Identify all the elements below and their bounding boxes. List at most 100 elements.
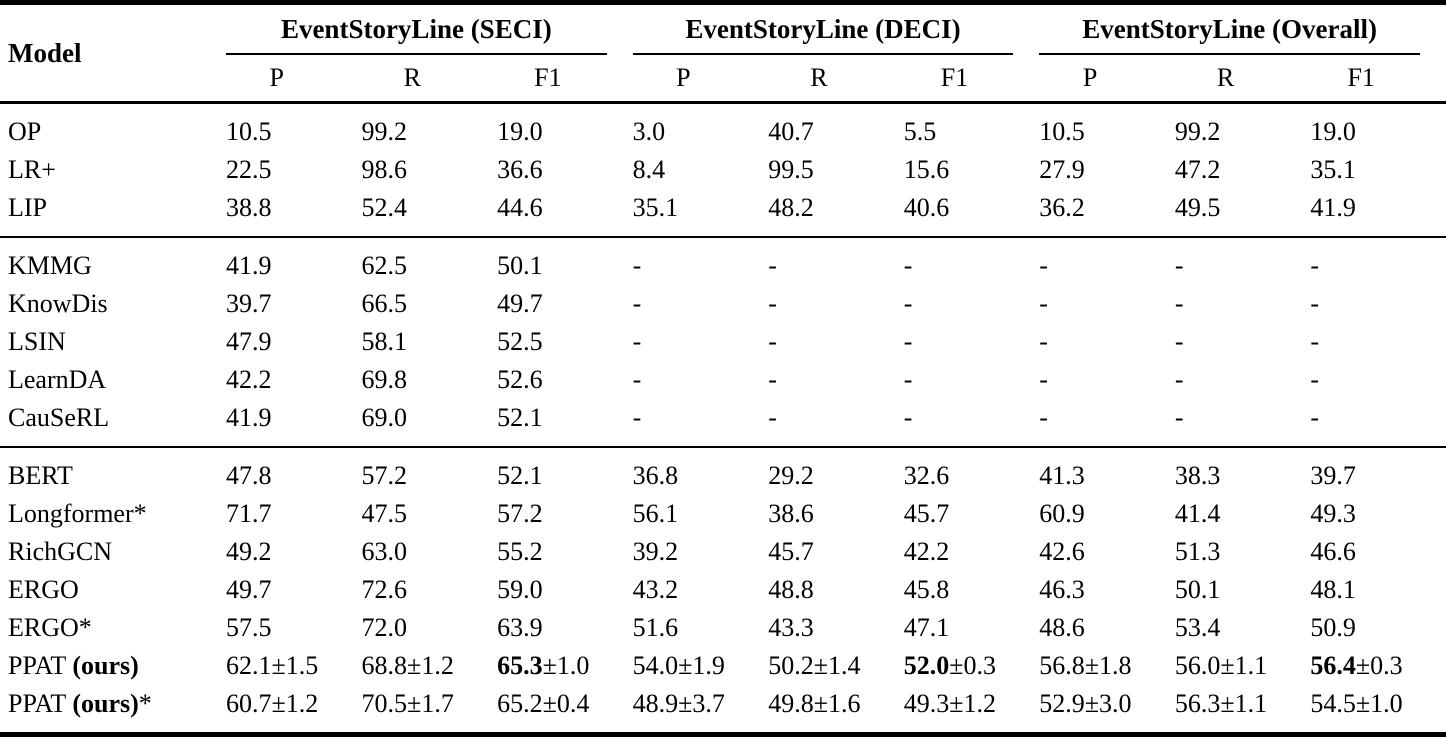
model-name-cell: ERGO* — [8, 613, 92, 642]
table-row: ERGO* 57.5 72.0 63.9 51.6 43.3 47.1 48.6 53.4 50.… — [0, 609, 1446, 647]
value-cell: 42.2 — [903, 537, 950, 566]
value-cell: 42.6 — [1039, 537, 1085, 566]
group-header-deci: EventStoryLine (DECI) — [632, 3, 1040, 55]
value-cell: 50.1 — [497, 251, 543, 280]
value-cell: 41.9 — [226, 403, 272, 432]
model-name-cell: KMMG — [8, 251, 92, 280]
value-cell: 47.2 — [1174, 155, 1221, 184]
model-name-cell: KnowDis — [8, 289, 108, 318]
section-baselines: OP 10.5 99.2 19.0 3.0 40.7 5.5 10.5 99.2 19.0 LR+ 2… — [0, 102, 1446, 238]
value-cell: 47.9 — [226, 327, 272, 356]
value-cell: 51.3 — [1174, 537, 1221, 566]
value-cell: 36.2 — [1039, 193, 1085, 222]
value-cell: 54.0±1.9 — [632, 651, 725, 680]
value-cell: - — [632, 251, 642, 280]
table-header: Model EventStoryLine (SECI) EventStoryLi… — [0, 3, 1446, 103]
value-cell: 36.8 — [632, 461, 679, 490]
group-header-row: Model EventStoryLine (SECI) EventStoryLi… — [0, 3, 1446, 68]
value-cell: 35.1 — [1310, 155, 1356, 184]
value-cell: 44.6 — [497, 193, 543, 222]
value-cell: 35.1 — [632, 193, 679, 222]
value-cell: - — [1039, 327, 1048, 356]
table-row: RichGCN 49.2 63.0 55.2 39.2 45.7 42.2 42.6 51.3 4… — [0, 533, 1446, 571]
value-cell: 56.1 — [632, 499, 679, 528]
deci-r-header: R — [810, 63, 828, 92]
value-cell: 49.3±1.2 — [903, 689, 997, 718]
overall-r-header: R — [1216, 63, 1235, 92]
metric-header-row: P R F1 P R F1 P R F1 — [0, 55, 1446, 103]
section-neural-models: BERT 47.8 57.2 52.1 36.8 29.2 32.6 41.3 38.3 39.7… — [0, 447, 1446, 735]
value-cell: - — [1174, 365, 1184, 394]
value-cell: 48.9±3.7 — [632, 689, 725, 718]
value-cell: 48.1 — [1310, 575, 1356, 604]
value-cell: 49.7 — [497, 289, 543, 318]
value-cell: 49.2 — [226, 537, 272, 566]
value-cell: 10.5 — [226, 117, 272, 146]
value-cell: 72.6 — [361, 575, 408, 604]
value-cell: 57.2 — [361, 461, 408, 490]
value-cell: 8.4 — [632, 155, 666, 184]
value-cell: 63.9 — [497, 613, 543, 642]
value-cell: 27.9 — [1039, 155, 1085, 184]
value-cell: - — [632, 289, 642, 318]
value-cell: - — [632, 365, 642, 394]
value-cell: 65.3±1.0 — [497, 651, 590, 680]
table-row: KMMG 41.9 62.5 50.1 - - - - - - — [0, 237, 1446, 285]
deci-f1-header: F1 — [940, 63, 969, 92]
value-cell: - — [632, 403, 642, 432]
value-cell: 46.6 — [1310, 537, 1356, 566]
table-row: ERGO 49.7 72.6 59.0 43.2 48.8 45.8 46.3 50.1 48.1 — [0, 571, 1446, 609]
value-cell: 49.7 — [226, 575, 272, 604]
value-cell: 19.0 — [497, 117, 543, 146]
table-row: Longformer* 71.7 47.5 57.2 56.1 38.6 45.7 60.9 4… — [0, 495, 1446, 533]
value-cell: 69.8 — [361, 365, 408, 394]
value-cell: 57.5 — [226, 613, 272, 642]
value-cell: - — [903, 403, 913, 432]
value-cell: - — [1174, 289, 1184, 318]
value-cell: 49.3 — [1310, 499, 1356, 528]
value-cell: 39.7 — [226, 289, 272, 318]
value-cell: 52.9±3.0 — [1039, 689, 1132, 718]
value-cell: 69.0 — [361, 403, 408, 432]
model-name-cell: ERGO — [8, 575, 79, 604]
value-cell: - — [1310, 251, 1320, 280]
value-cell: - — [1310, 403, 1320, 432]
value-cell: 62.5 — [361, 251, 408, 280]
value-cell: 32.6 — [903, 461, 950, 490]
table-row: LearnDA 42.2 69.8 52.6 - - - - - - — [0, 361, 1446, 399]
value-cell: - — [1310, 365, 1320, 394]
value-cell: - — [1310, 327, 1320, 356]
value-cell: - — [1039, 365, 1048, 394]
value-cell: - — [903, 289, 913, 318]
value-cell: - — [768, 289, 777, 318]
value-cell: 56.8±1.8 — [1039, 651, 1132, 680]
value-cell: 49.8±1.6 — [768, 689, 861, 718]
value-cell: 56.3±1.1 — [1174, 689, 1268, 718]
model-name-cell: LearnDA — [8, 365, 107, 394]
overall-f1-header: F1 — [1347, 63, 1375, 92]
value-cell: - — [903, 365, 913, 394]
model-name-cell: LR+ — [8, 155, 56, 184]
value-cell: - — [1039, 289, 1048, 318]
value-cell: 98.6 — [361, 155, 408, 184]
seci-p-header: P — [269, 63, 284, 92]
value-cell: 19.0 — [1310, 117, 1356, 146]
value-cell: 42.2 — [226, 365, 272, 394]
model-name-cell: OP — [8, 117, 42, 146]
seci-r-header: R — [403, 63, 421, 92]
value-cell: 40.7 — [768, 117, 814, 146]
value-cell: 56.4±0.3 — [1310, 651, 1403, 680]
table-row: CauSeRL 41.9 69.0 52.1 - - - - - - — [0, 399, 1446, 447]
value-cell: - — [768, 365, 777, 394]
value-cell: 52.0±0.3 — [903, 651, 997, 680]
value-cell: 47.1 — [903, 613, 950, 642]
value-cell: 71.7 — [226, 499, 272, 528]
value-cell: - — [632, 327, 642, 356]
value-cell: 60.7±1.2 — [226, 689, 319, 718]
value-cell: 43.2 — [632, 575, 679, 604]
value-cell: 48.2 — [768, 193, 814, 222]
value-cell: 48.6 — [1039, 613, 1085, 642]
group-header-overall-label: EventStoryLine (Overall) — [1039, 14, 1420, 55]
model-column-header: Model — [8, 37, 82, 68]
